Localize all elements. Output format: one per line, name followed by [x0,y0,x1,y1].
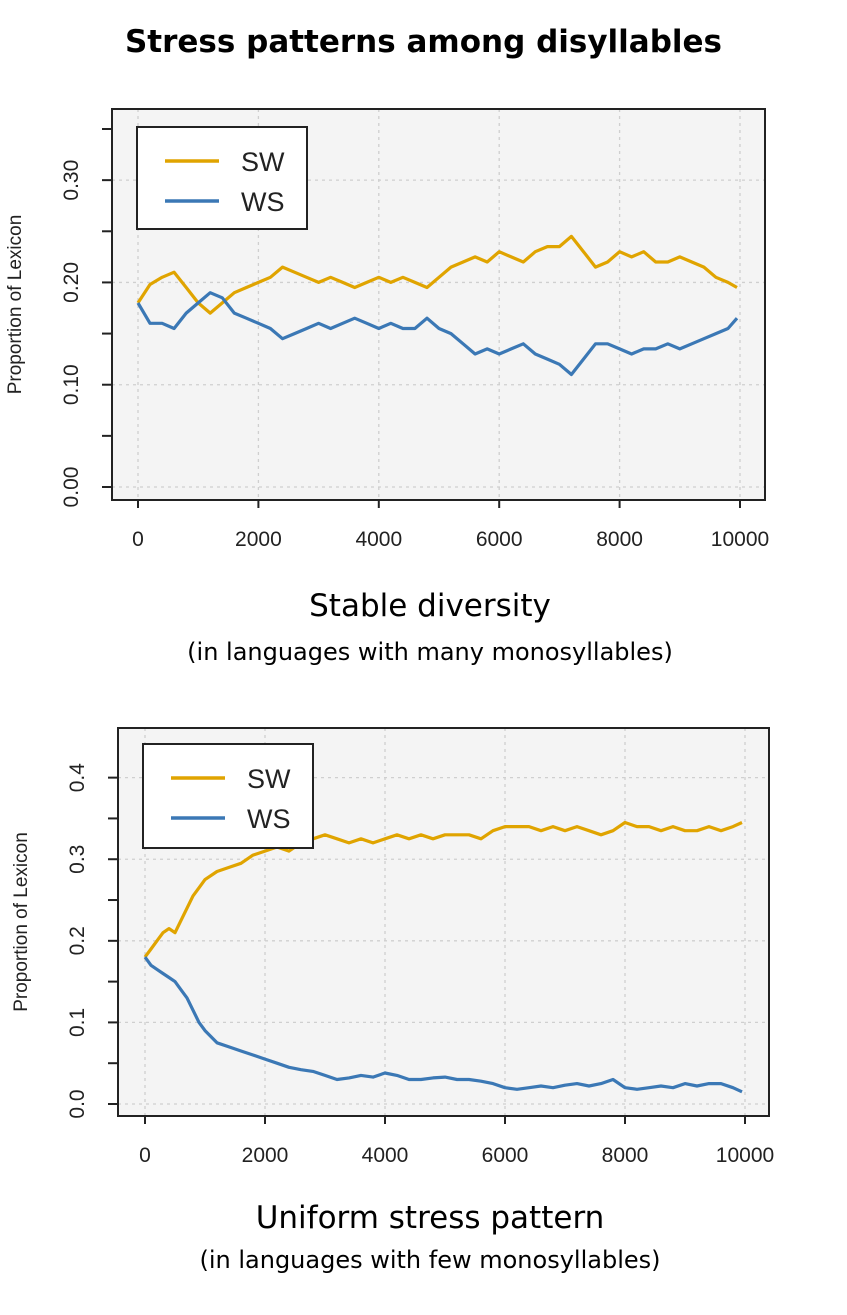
chart-stable-diversity: 0 2000 4000 6000 8000 10000 0.00 0.10 0.20 0.30 Pr… [5,108,769,551]
legend-label-ws: WS [241,187,285,217]
series-line-sw [143,820,743,959]
legend-box [136,126,308,230]
x-tick-label: 2000 [242,1144,289,1167]
x-tick-label: 10000 [711,528,769,551]
x-tick-label: 8000 [602,1144,649,1167]
legend-label-sw: SW [247,764,291,794]
x-tick-label: 8000 [596,528,643,551]
x-tick-label: 4000 [355,528,402,551]
x-tick-label: 10000 [716,1144,774,1167]
series-line-ws [136,291,739,377]
y-tick-label: 0.2 [66,926,89,955]
plot-frame [117,727,770,1117]
x-tick-label: 4000 [362,1144,409,1167]
y-tick-label: 0.00 [60,467,83,508]
chart2-title: Uniform stress pattern [255,1200,605,1236]
chart-uniform-stress: 0 2000 4000 6000 8000 10000 0.0 0.1 0.2 0.3 0.4 Pro… [11,727,774,1167]
y-tick-label: 0.0 [66,1089,89,1118]
y-tick-label: 0.4 [66,763,89,793]
legend-label-ws: WS [247,804,291,834]
chart1-title: Stable diversity [309,588,551,624]
series-line-ws [143,956,743,1094]
figure-title: Stress patterns among disyllables [124,24,723,60]
x-tick-label: 6000 [476,528,523,551]
y-tick-label: 0.20 [60,262,83,303]
x-tick-label: 2000 [235,528,282,551]
legend-box [142,743,314,849]
x-tick-label: 0 [139,1144,151,1167]
y-tick-label: 0.1 [66,1008,89,1037]
legend-label-sw: SW [241,147,285,177]
series-line-sw [136,234,738,315]
plot-frame [111,108,766,501]
chart2-subtitle: (in languages with few monosyllables) [199,1246,661,1274]
y-tick-label: 0.3 [66,845,89,874]
x-tick-label: 6000 [482,1144,529,1167]
y-tick-label: 0.30 [60,160,83,201]
x-tick-label: 0 [132,528,144,551]
y-axis-title: Proportion of Lexicon [5,215,26,395]
chart1-subtitle: (in languages with many monosyllables) [187,638,673,666]
y-axis-title: Proportion of Lexicon [11,832,32,1012]
y-tick-label: 0.10 [60,364,83,405]
